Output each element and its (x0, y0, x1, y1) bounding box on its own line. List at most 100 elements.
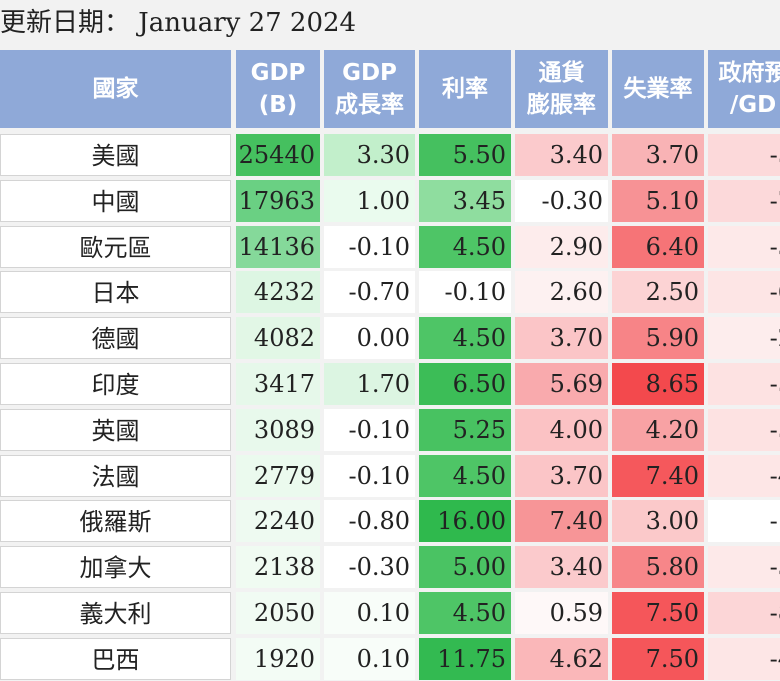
country-cell: 印度 (0, 363, 231, 405)
country-cell: 巴西 (0, 638, 231, 680)
gdp-cell: 2050 (236, 592, 320, 634)
budget-cell: -3 (708, 546, 780, 588)
budget-cell: -3 (708, 226, 780, 268)
growth-cell: -0.10 (324, 226, 415, 268)
unemployment-cell: 7.50 (612, 592, 704, 634)
gdp-cell: 17963 (236, 180, 320, 222)
update-date-label: 更新日期： (0, 8, 130, 38)
inflation-cell: 5.69 (515, 363, 608, 405)
rate-cell: 4.50 (419, 592, 511, 634)
gdp-cell: 25440 (236, 134, 320, 176)
growth-cell: -0.80 (324, 500, 415, 542)
column-header-inflation[interactable]: 通貨膨脹率 (515, 50, 608, 128)
rate-cell: 4.50 (419, 226, 511, 268)
inflation-cell: 4.62 (515, 638, 608, 680)
budget-cell: -5 (708, 134, 780, 176)
rate-cell: 11.75 (419, 638, 511, 680)
inflation-cell: 3.70 (515, 455, 608, 497)
column-header-rate[interactable]: 利率 (419, 50, 511, 128)
budget-cell: -6 (708, 271, 780, 313)
update-date-header: 更新日期： January 27 2024 (0, 0, 780, 46)
rate-cell: 5.00 (419, 546, 511, 588)
column-header-budget[interactable]: 政府預/GD (708, 50, 780, 128)
gdp-cell: 2138 (236, 546, 320, 588)
rate-cell: 4.50 (419, 317, 511, 359)
gdp-cell: 4082 (236, 317, 320, 359)
country-cell: 日本 (0, 271, 231, 313)
column-header-text: 通貨 (539, 57, 585, 89)
country-cell: 中國 (0, 180, 231, 222)
inflation-cell: 2.60 (515, 271, 608, 313)
unemployment-cell: 7.50 (612, 638, 704, 680)
growth-cell: 1.70 (324, 363, 415, 405)
column-header-text: GDP (342, 57, 397, 89)
budget-cell: -1 (708, 500, 780, 542)
column-header-text: 成長率 (335, 89, 404, 121)
column-header-text: GDP (251, 57, 306, 89)
inflation-cell: -0.30 (515, 180, 608, 222)
unemployment-cell: 4.20 (612, 409, 704, 451)
growth-cell: -0.10 (324, 455, 415, 497)
rate-cell: 6.50 (419, 363, 511, 405)
column-header-text: 政府預 (719, 57, 780, 89)
column-header-text: 失業率 (624, 73, 693, 105)
inflation-cell: 3.40 (515, 546, 608, 588)
unemployment-cell: 7.40 (612, 455, 704, 497)
column-header-gdp[interactable]: GDP(B) (236, 50, 320, 128)
gdp-cell: 2240 (236, 500, 320, 542)
column-header-country[interactable]: 國家 (0, 50, 231, 128)
unemployment-cell: 5.80 (612, 546, 704, 588)
update-date-value: January 27 2024 (138, 8, 356, 38)
column-header-unemployment[interactable]: 失業率 (612, 50, 704, 128)
growth-cell: -0.70 (324, 271, 415, 313)
gdp-cell: 4232 (236, 271, 320, 313)
column-header-text: 利率 (442, 73, 488, 105)
gdp-cell: 2779 (236, 455, 320, 497)
growth-cell: 0.00 (324, 317, 415, 359)
unemployment-cell: 2.50 (612, 271, 704, 313)
country-cell: 德國 (0, 317, 231, 359)
inflation-cell: 7.40 (515, 500, 608, 542)
rate-cell: 3.45 (419, 180, 511, 222)
column-header-text: /GD (730, 89, 776, 121)
column-header-text: 國家 (93, 73, 139, 105)
growth-cell: 0.10 (324, 592, 415, 634)
inflation-cell: 2.90 (515, 226, 608, 268)
unemployment-cell: 5.10 (612, 180, 704, 222)
growth-cell: -0.30 (324, 546, 415, 588)
country-cell: 歐元區 (0, 226, 231, 268)
country-cell: 美國 (0, 134, 231, 176)
unemployment-cell: 3.00 (612, 500, 704, 542)
country-cell: 俄羅斯 (0, 500, 231, 542)
country-cell: 英國 (0, 409, 231, 451)
inflation-cell: 0.59 (515, 592, 608, 634)
budget-cell: -4 (708, 638, 780, 680)
growth-cell: 1.00 (324, 180, 415, 222)
growth-cell: -0.10 (324, 409, 415, 451)
gdp-cell: 14136 (236, 226, 320, 268)
budget-cell: -8 (708, 592, 780, 634)
rate-cell: 5.50 (419, 134, 511, 176)
budget-cell: -7 (708, 180, 780, 222)
country-cell: 義大利 (0, 592, 231, 634)
growth-cell: 0.10 (324, 638, 415, 680)
budget-cell: -4 (708, 455, 780, 497)
column-header-text: (B) (259, 89, 298, 121)
gdp-cell: 3417 (236, 363, 320, 405)
column-header-text: 膨脹率 (527, 89, 596, 121)
unemployment-cell: 6.40 (612, 226, 704, 268)
rate-cell: 16.00 (419, 500, 511, 542)
growth-cell: 3.30 (324, 134, 415, 176)
budget-cell: -5 (708, 363, 780, 405)
rate-cell: 5.25 (419, 409, 511, 451)
rate-cell: 4.50 (419, 455, 511, 497)
inflation-cell: 3.40 (515, 134, 608, 176)
unemployment-cell: 8.65 (612, 363, 704, 405)
gdp-cell: 1920 (236, 638, 320, 680)
gdp-cell: 3089 (236, 409, 320, 451)
unemployment-cell: 5.90 (612, 317, 704, 359)
rate-cell: -0.10 (419, 271, 511, 313)
unemployment-cell: 3.70 (612, 134, 704, 176)
country-cell: 法國 (0, 455, 231, 497)
